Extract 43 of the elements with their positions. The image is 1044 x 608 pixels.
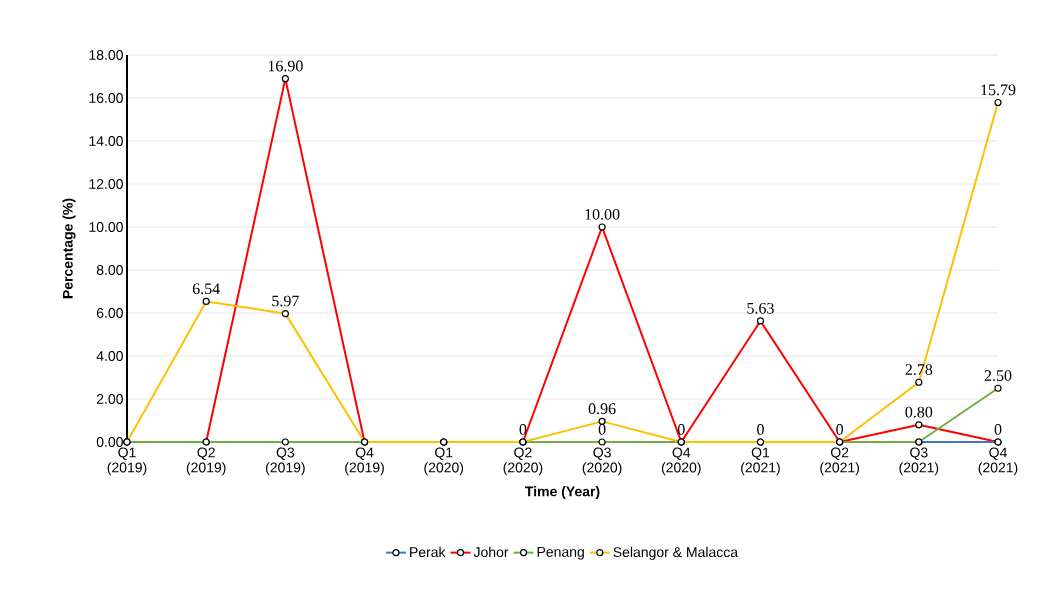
x-tick-label: Q2 (2021)	[820, 447, 859, 476]
legend-label: Johor	[473, 546, 509, 558]
y-tick-label: 18.00	[89, 50, 123, 60]
y-tick-label: 12.00	[89, 179, 123, 189]
data-label: 6.54	[192, 283, 220, 295]
x-tick-label: Q4 (2021)	[978, 447, 1018, 476]
data-label: 2.50	[984, 370, 1012, 382]
y-tick-label: 10.00	[89, 222, 123, 232]
y-axis-title: Percentage (%)	[62, 198, 76, 299]
data-label: 0	[836, 424, 844, 435]
data-label: 0	[994, 424, 1002, 435]
x-tick-label: Q3 (2019)	[266, 447, 305, 476]
x-tick-label: Q3 (2021)	[899, 447, 939, 476]
data-label: 0	[677, 424, 685, 435]
y-tick-label: 2.00	[96, 394, 123, 404]
x-tick-label: Q4 (2020)	[661, 447, 701, 476]
y-tick-label: 14.00	[89, 136, 123, 146]
data-label: 10.00	[585, 208, 620, 220]
x-tick-label: Q1 (2021)	[741, 447, 780, 476]
data-label: 15.79	[981, 84, 1016, 96]
legend-label: Perak	[410, 546, 446, 558]
data-label: 5.63	[747, 302, 774, 314]
x-axis-title: Time (Year)	[525, 486, 600, 500]
x-tick-label: Q2 (2019)	[186, 447, 226, 476]
data-label: 0	[519, 424, 527, 435]
x-tick-label: Q4 (2019)	[345, 447, 384, 476]
legend-label: Selangor & Malacca	[613, 546, 739, 560]
data-label: 0	[757, 424, 764, 435]
x-tick-label: Q2 (2020)	[503, 447, 543, 476]
x-tick-label: Q1 (2020)	[424, 447, 464, 476]
y-tick-label: 6.00	[96, 308, 123, 318]
y-tick-label: 16.00	[89, 93, 123, 103]
y-tick-label: 4.00	[96, 351, 123, 361]
data-label: 5.97	[272, 295, 299, 307]
data-label: 0	[598, 424, 606, 435]
x-tick-label: Q1 (2019)	[107, 447, 147, 476]
y-tick-label: 0.00	[96, 437, 123, 447]
y-tick-label: 8.00	[96, 265, 123, 275]
data-label: 0.80	[905, 406, 933, 418]
data-label: 16.90	[268, 60, 303, 72]
data-label: 0.96	[588, 403, 616, 415]
legend-label: Penang	[537, 547, 584, 560]
x-tick-label: Q3 (2020)	[582, 447, 622, 476]
